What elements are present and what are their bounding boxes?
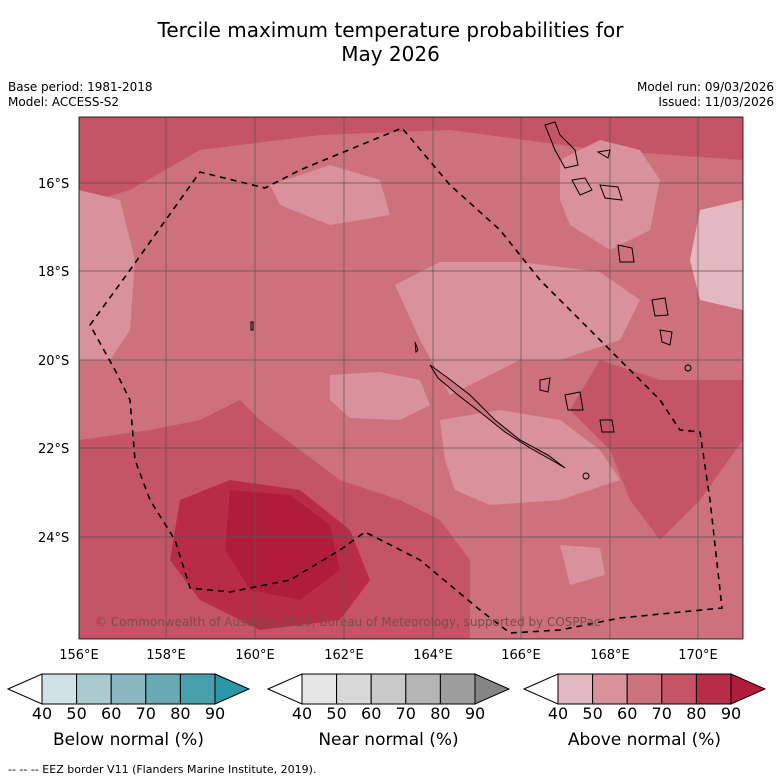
colorbar-tick-label: 50 [326, 704, 347, 723]
new-caledonia-island [429, 364, 566, 469]
lon-label: 166°E [501, 648, 541, 663]
field-60-north [270, 165, 390, 225]
lat-axis: 16°S 18°S 20°S 22°S 24°S [38, 177, 69, 546]
lat-label: 22°S [38, 442, 69, 457]
colorbar-tick-label: 50 [66, 704, 87, 723]
colorbar-segment [439, 673, 476, 705]
lon-label: 162°E [324, 648, 364, 663]
lat-label: 20°S [38, 354, 69, 369]
colorbar-segment [557, 673, 594, 705]
colorbar-tick-label: 60 [361, 704, 382, 723]
field-max-core [225, 490, 340, 600]
field-60-central [395, 262, 640, 395]
model-run: Model run: 09/03/2026 [636, 80, 774, 94]
colorbar-label-below: Below normal (%) [53, 730, 204, 750]
colorbar-segment [336, 673, 372, 705]
lon-label: 160°E [235, 648, 275, 663]
field-80-southeast [570, 360, 743, 540]
colorbar-tick-label: 90 [464, 704, 486, 723]
colorbar-segment [592, 673, 628, 705]
colorbar-low-tip [266, 673, 303, 705]
field-60-west [79, 190, 135, 360]
colorbar-tick-label: 70 [651, 704, 672, 723]
colorbar-low-tip [522, 673, 559, 705]
colorbar-tick-label: 70 [135, 704, 156, 723]
lat-label: 24°S [38, 531, 69, 546]
colorbar-segment [41, 673, 78, 705]
probability-field: © Commonwealth of Australia 2026, Bureau… [79, 117, 743, 639]
issued-date: Issued: 11/03/2026 [658, 95, 774, 109]
colorbar-tick-label: 60 [617, 704, 638, 723]
eez-footnote: -- -- -- EEZ border V11 (Flanders Marine… [8, 763, 317, 776]
colorbar-group [6, 673, 767, 705]
model-name: Model: ACCESS-S2 [8, 95, 120, 109]
lat-label: 16°S [38, 177, 69, 192]
lon-label: 168°E [590, 648, 630, 663]
lon-axis: 156°E 158°E 160°E 162°E 164°E 166°E 168°… [59, 648, 718, 663]
colorbar-tick-label: 90 [204, 704, 226, 723]
meta-left: Base period: 1981-2018 Model: ACCESS-S2 [8, 80, 153, 110]
colorbar-tick-label: 80 [170, 704, 191, 723]
eez-border [89, 127, 723, 634]
colorbar-low-tip [6, 673, 43, 705]
colorbar-tick-label: 70 [395, 704, 416, 723]
colorbar-segment [405, 673, 441, 705]
map-frame [78, 116, 744, 640]
colorbar-segment [626, 673, 663, 705]
field-80-north [79, 117, 743, 205]
base-period: Base period: 1981-2018 [8, 80, 153, 94]
colorbar-tick-label: 40 [547, 704, 569, 723]
title-line-1: Tercile maximum temperature probabilitie… [157, 18, 624, 42]
copyright-text: © Commonwealth of Australia 2026, Bureau… [95, 615, 600, 629]
islands [250, 121, 692, 480]
colorbar-high-tip [474, 673, 511, 705]
field-60-mid [330, 372, 430, 420]
colorbar-tick-label: 80 [686, 704, 707, 723]
colorbar-segment [370, 673, 407, 705]
colorbar-tick-label: 80 [430, 704, 451, 723]
lon-label: 158°E [146, 648, 186, 663]
colorbar-high-tip [730, 673, 767, 705]
colorbar-segment [301, 673, 338, 705]
colorbar-label-near: Near normal (%) [318, 730, 459, 750]
colorbar-segment [661, 673, 697, 705]
gridlines [79, 117, 743, 639]
meta-right: Model run: 09/03/2026 Issued: 11/03/2026 [637, 80, 774, 110]
colorbar-tick-label: 90 [720, 704, 742, 723]
colorbar-segment [145, 673, 181, 705]
colorbar-high-tip [214, 673, 251, 705]
lon-label: 156°E [59, 648, 99, 663]
colorbar-tick-label: 60 [101, 704, 122, 723]
colorbar-label-above: Above normal (%) [567, 730, 722, 750]
colorbar-segment [695, 673, 732, 705]
colorbar-tick-label: 40 [31, 704, 53, 723]
lon-label: 170°E [678, 648, 718, 663]
colorbar-segment [76, 673, 112, 705]
lat-label: 18°S [38, 265, 69, 280]
field-60-small [560, 545, 605, 585]
lon-label: 164°E [413, 648, 453, 663]
colorbar-segment [110, 673, 147, 705]
field-50-east [690, 200, 743, 310]
colorbar-tick-label: 50 [582, 704, 603, 723]
colorbar-tick-label: 40 [291, 704, 313, 723]
field-60-south [440, 410, 620, 505]
colorbar-segment [179, 673, 216, 705]
map-title: Tercile maximum temperature probabilitie… [0, 18, 781, 66]
title-line-2: May 2026 [341, 42, 440, 66]
